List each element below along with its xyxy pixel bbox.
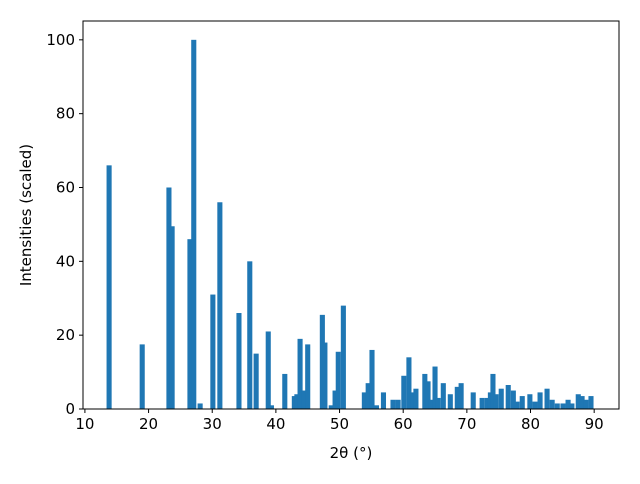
bar [247, 261, 253, 409]
bar [410, 392, 416, 409]
x-tick-label: 30 [203, 415, 222, 433]
bar [510, 390, 516, 409]
bar [106, 165, 112, 409]
y-tick-label: 60 [56, 178, 75, 196]
bar [435, 397, 441, 409]
bar [301, 390, 307, 409]
bar [365, 383, 371, 409]
bar [217, 202, 223, 409]
bar [493, 394, 499, 409]
x-tick-label: 90 [585, 415, 604, 433]
bar [282, 373, 288, 409]
bar [579, 396, 585, 409]
bar [380, 392, 387, 409]
bar [236, 313, 242, 409]
bar [268, 405, 274, 409]
bar [458, 383, 464, 409]
bar [440, 383, 446, 409]
bar [197, 403, 203, 409]
bar [498, 388, 504, 409]
bar [369, 349, 375, 409]
y-tick-label: 100 [46, 31, 75, 49]
bar [139, 344, 145, 409]
x-tick-label: 70 [457, 415, 476, 433]
bar [294, 394, 300, 409]
bar [210, 294, 216, 409]
bar [297, 338, 303, 409]
bar [514, 401, 520, 409]
bar [479, 397, 485, 409]
bar [484, 397, 490, 409]
bar [390, 399, 396, 409]
bar [432, 366, 438, 409]
x-tick-label: 60 [394, 415, 413, 433]
bar [422, 373, 428, 409]
y-tick-label: 0 [65, 400, 75, 418]
bar [395, 399, 401, 409]
bar [588, 396, 594, 409]
bar [253, 353, 259, 409]
bar [549, 399, 555, 409]
plot-frame [82, 20, 620, 410]
bar [519, 396, 525, 409]
x-tick-label: 50 [330, 415, 349, 433]
bar [554, 403, 560, 409]
x-tick-label: 20 [139, 415, 158, 433]
bar [332, 390, 338, 409]
bar [191, 39, 197, 409]
bar [565, 399, 571, 409]
bar [575, 394, 581, 409]
bar [532, 401, 538, 409]
y-axis-label: Intensities (scaled) [17, 144, 35, 286]
bar [361, 392, 367, 409]
bar [470, 392, 476, 409]
bar [583, 399, 589, 409]
bar [328, 405, 334, 409]
bar [187, 239, 193, 409]
y-tick-label: 40 [56, 252, 75, 270]
bar [425, 381, 431, 409]
bar [428, 399, 434, 409]
y-tick-label: 80 [56, 105, 75, 123]
bar [335, 351, 341, 409]
x-axis-label: 2θ (°) [330, 444, 373, 462]
x-tick-label: 40 [266, 415, 285, 433]
bar [537, 392, 543, 409]
x-tick-label: 80 [521, 415, 540, 433]
bar [373, 405, 380, 409]
bar [413, 388, 419, 409]
bar [406, 357, 412, 409]
bar [305, 344, 311, 409]
bar [505, 385, 511, 409]
bar [527, 394, 533, 409]
bar [447, 394, 453, 409]
bar [569, 403, 575, 409]
bar [166, 187, 172, 409]
bar [401, 375, 407, 409]
x-tick-label: 10 [75, 415, 94, 433]
bar [560, 403, 566, 409]
bar [490, 373, 496, 409]
bar [265, 331, 271, 409]
bar [340, 305, 346, 409]
bar [544, 388, 550, 409]
bar [169, 226, 175, 409]
y-tick-label: 20 [56, 326, 75, 344]
bar [322, 342, 328, 409]
bar [454, 386, 460, 409]
